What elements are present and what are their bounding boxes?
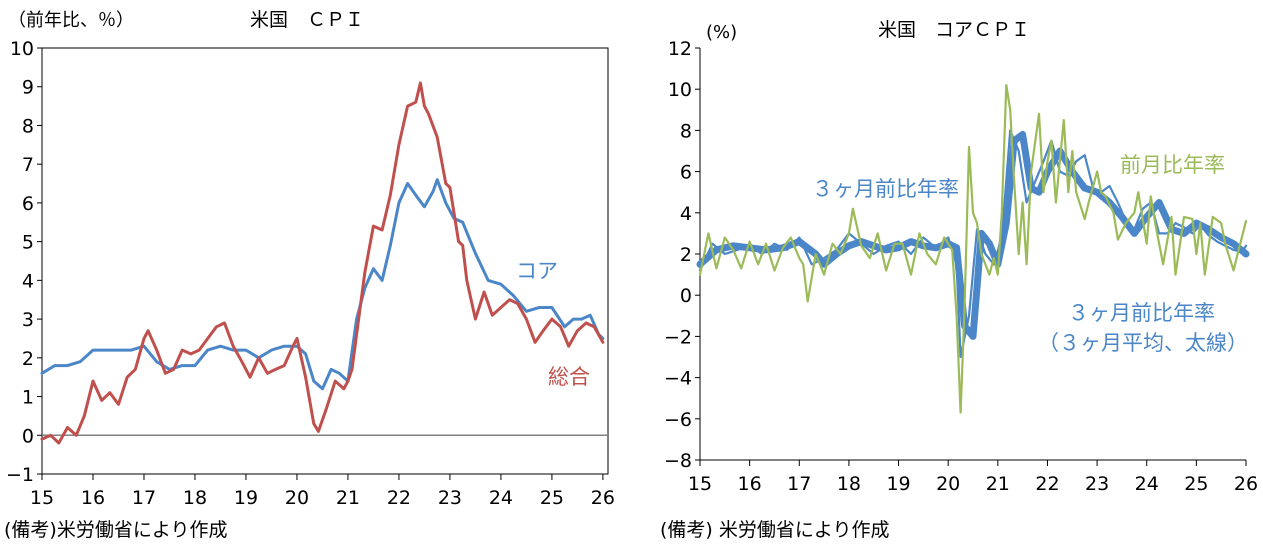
x-tick-label: 17 xyxy=(132,487,156,509)
x-tick-label: 18 xyxy=(837,473,861,495)
annotation-mom-annualized: 前月比年率 xyxy=(1120,153,1225,177)
y-tick-label: 6 xyxy=(22,193,34,215)
x-tick-label: 22 xyxy=(1035,473,1059,495)
x-tick-label: 19 xyxy=(234,487,258,509)
y-tick-label: 3 xyxy=(22,309,34,331)
x-tick-label: 20 xyxy=(285,487,309,509)
y-tick-label: 6 xyxy=(680,162,692,184)
y-tick-label: 7 xyxy=(22,154,34,176)
x-tick-label: 15 xyxy=(688,473,712,495)
chart-title: 米国 ＣＰＩ xyxy=(250,9,364,31)
source-note: (備考)米労働省により作成 xyxy=(4,519,228,541)
annotation-3m-avg-line1: ３ヶ月前比年率 xyxy=(1068,301,1215,325)
y-tick-label: −8 xyxy=(664,450,692,472)
x-tick-label: 23 xyxy=(1085,473,1109,495)
y-tick-label: 8 xyxy=(680,120,692,142)
series-line-0 xyxy=(40,178,605,391)
annotation-core: コア xyxy=(516,259,558,283)
y-tick-label: 4 xyxy=(680,203,692,225)
x-tick-label: 21 xyxy=(986,473,1010,495)
y-tick-label: 10 xyxy=(10,38,34,60)
y-tick-label: −6 xyxy=(664,409,692,431)
annotation-3m-avg-line2: （３ヶ月平均、太線） xyxy=(1038,331,1248,355)
plot-area-frame xyxy=(41,47,609,475)
x-tick-label: 15 xyxy=(30,487,54,509)
y-tick-label: 1 xyxy=(22,387,34,409)
y-tick-label: 4 xyxy=(22,270,34,292)
series-line-0 xyxy=(696,131,1250,340)
x-tick-label: 25 xyxy=(1184,473,1208,495)
x-tick-label: 24 xyxy=(489,487,513,509)
x-tick-label: 26 xyxy=(591,487,615,509)
y-axis-unit-label: （前年比、％） xyxy=(8,10,134,31)
y-tick-label: 2 xyxy=(22,348,34,370)
y-tick-label: −4 xyxy=(664,368,692,390)
annotation-headline: 総合 xyxy=(548,365,590,389)
x-tick-label: 18 xyxy=(183,487,207,509)
y-tick-label: −2 xyxy=(664,326,692,348)
series-line-1 xyxy=(40,81,605,445)
x-tick-label: 16 xyxy=(81,487,105,509)
y-tick-label: 2 xyxy=(680,244,692,266)
x-tick-label: 24 xyxy=(1135,473,1159,495)
y-tick-label: 0 xyxy=(680,285,692,307)
series-line-2 xyxy=(698,83,1248,414)
core-cpi-chart-panel: (%) 米国 コアＣＰＩ −8 −6 −4 −2 0 2 4 6 8 10 12 15 16 17 18 1… xyxy=(640,0,1263,544)
x-tick-label: 20 xyxy=(936,473,960,495)
chart-title: 米国 コアＣＰＩ xyxy=(878,19,1030,41)
annotation-3m-annualized: ３ヶ月前比年率 xyxy=(812,177,959,201)
y-tick-label: 10 xyxy=(668,79,692,101)
y-tick-label: 0 xyxy=(22,425,34,447)
y-tick-label: 5 xyxy=(22,232,34,254)
x-tick-label: 21 xyxy=(336,487,360,509)
x-tick-label: 26 xyxy=(1234,473,1258,495)
source-note: (備考) 米労働省により作成 xyxy=(660,519,890,541)
y-axis-unit-label: (%) xyxy=(706,22,737,43)
x-tick-label: 25 xyxy=(540,487,564,509)
cpi-chart-panel: （前年比、％） 米国 ＣＰＩ −1 0 1 2 3 4 5 6 7 8 9 10 15 16 17 18 19… xyxy=(0,0,620,544)
x-tick-label: 19 xyxy=(886,473,910,495)
y-tick-label: 12 xyxy=(668,38,692,60)
y-tick-label: 8 xyxy=(22,115,34,137)
y-tick-label: 9 xyxy=(22,77,34,99)
x-tick-label: 22 xyxy=(387,487,411,509)
x-tick-label: 16 xyxy=(738,473,762,495)
x-tick-label: 23 xyxy=(438,487,462,509)
x-tick-label: 17 xyxy=(787,473,811,495)
y-tick-label: −1 xyxy=(6,464,34,486)
